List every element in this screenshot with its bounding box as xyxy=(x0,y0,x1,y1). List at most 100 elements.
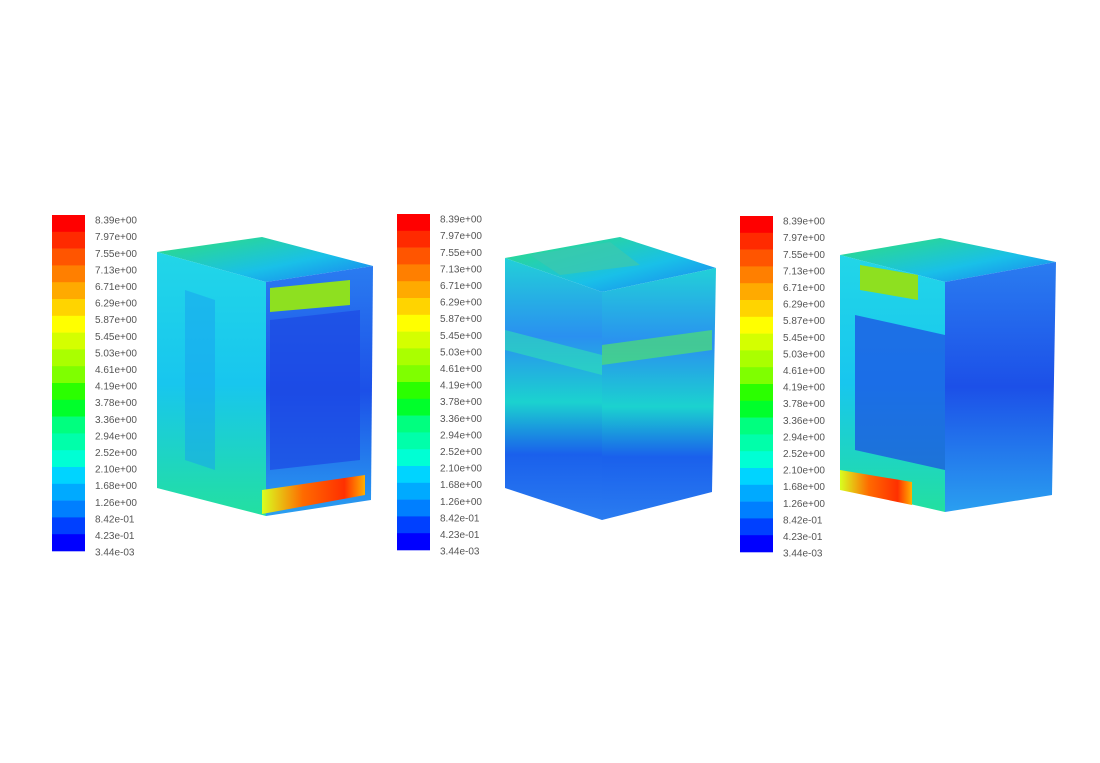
colorbar-band xyxy=(397,247,430,265)
colorbar-label: 4.23e-01 xyxy=(95,531,135,542)
colorbar-label: 4.19e+00 xyxy=(783,383,825,394)
colorbar-label: 1.68e+00 xyxy=(783,482,825,493)
colorbar-label: 7.97e+00 xyxy=(783,233,825,244)
colorbar-label: 3.44e-03 xyxy=(95,548,135,559)
colorbar-label: 3.44e-03 xyxy=(440,547,480,558)
colorbar-label: 3.36e+00 xyxy=(95,415,137,426)
colorbar-label: 5.87e+00 xyxy=(440,314,482,325)
colorbar-label: 1.68e+00 xyxy=(440,480,482,491)
colorbar-label: 3.78e+00 xyxy=(783,399,825,410)
colorbar-band xyxy=(740,484,773,502)
colorbar-band xyxy=(740,400,773,418)
colorbar-label: 2.10e+00 xyxy=(440,464,482,475)
colorbar-label: 6.71e+00 xyxy=(95,282,137,293)
colorbar-label: 7.13e+00 xyxy=(783,266,825,277)
colorbar-band xyxy=(397,432,430,450)
colorbar-band xyxy=(740,249,773,267)
colorbar-label: 4.19e+00 xyxy=(440,381,482,392)
colorbar-band xyxy=(740,300,773,318)
colorbar-band xyxy=(52,332,85,350)
colorbar-band xyxy=(397,466,430,484)
colorbar-label: 6.29e+00 xyxy=(95,299,137,310)
colorbar-band xyxy=(52,416,85,434)
colorbar-band xyxy=(52,231,85,249)
colorbar-band xyxy=(740,468,773,486)
colorbar-label: 8.42e-01 xyxy=(95,514,135,525)
colorbar-band xyxy=(397,382,430,400)
colorbar-label: 7.55e+00 xyxy=(95,249,137,260)
colorbar-band xyxy=(397,398,430,416)
colorbar-band xyxy=(397,533,430,551)
colorbar-band xyxy=(740,518,773,536)
colorbar-band xyxy=(740,232,773,250)
colorbar-label: 2.52e+00 xyxy=(440,447,482,458)
colorbar-band xyxy=(52,282,85,300)
colorbar-band xyxy=(52,399,85,417)
colorbar-label: 5.03e+00 xyxy=(95,348,137,359)
colorbar-label: 5.87e+00 xyxy=(783,316,825,327)
colorbar-band xyxy=(52,433,85,451)
colorbar-label: 6.29e+00 xyxy=(783,300,825,311)
colorbar-label: 1.26e+00 xyxy=(783,499,825,510)
colorbar-label: 1.26e+00 xyxy=(440,497,482,508)
colorbar-label: 7.55e+00 xyxy=(440,248,482,259)
colorbar-band xyxy=(740,417,773,435)
colorbar-label: 4.23e-01 xyxy=(440,530,480,541)
colorbar-label: 6.71e+00 xyxy=(783,283,825,294)
colorbar-band xyxy=(397,516,430,534)
colorbar-label: 8.42e-01 xyxy=(783,515,823,526)
colorbar-band xyxy=(397,415,430,433)
colorbar-band xyxy=(397,449,430,467)
colorbar-band xyxy=(52,265,85,283)
colorbar-band xyxy=(397,365,430,383)
colorbar-band xyxy=(740,216,773,234)
colorbar-band xyxy=(397,331,430,349)
colorbar-label: 2.52e+00 xyxy=(783,449,825,460)
colorbar-label: 5.87e+00 xyxy=(95,315,137,326)
colorbar-label: 7.97e+00 xyxy=(440,231,482,242)
colorbar-label: 2.10e+00 xyxy=(783,466,825,477)
colorbar-band xyxy=(397,298,430,316)
model-1 xyxy=(157,237,373,516)
colorbar-label: 4.19e+00 xyxy=(95,382,137,393)
colorbar-band xyxy=(397,230,430,248)
colorbar-label: 4.61e+00 xyxy=(95,365,137,376)
colorbar-band xyxy=(397,499,430,517)
colorbar-band xyxy=(52,349,85,367)
colorbar-band xyxy=(52,467,85,485)
colorbar-band xyxy=(52,366,85,384)
model-3 xyxy=(840,238,1056,512)
colorbar-label: 2.94e+00 xyxy=(783,432,825,443)
colorbar-label: 3.78e+00 xyxy=(95,398,137,409)
colorbar-band xyxy=(52,534,85,552)
colorbar-band xyxy=(52,500,85,518)
colorbar-band xyxy=(740,266,773,284)
colorbar-band xyxy=(740,501,773,519)
colorbar-label: 1.68e+00 xyxy=(95,481,137,492)
colorbar-band xyxy=(52,517,85,535)
colorbar-band xyxy=(740,333,773,351)
colorbar-label: 7.55e+00 xyxy=(783,250,825,261)
colorbar-label: 8.39e+00 xyxy=(95,216,137,227)
colorbar-band xyxy=(740,350,773,368)
colorbar-label: 8.39e+00 xyxy=(783,217,825,228)
colorbar-label: 4.61e+00 xyxy=(783,366,825,377)
colorbar-label: 7.13e+00 xyxy=(95,265,137,276)
colorbar-band xyxy=(397,281,430,299)
colorbar-label: 1.26e+00 xyxy=(95,498,137,509)
colorbar-band xyxy=(740,384,773,402)
colorbar-band xyxy=(740,367,773,385)
colorbar-band xyxy=(52,315,85,333)
colorbar-label: 6.71e+00 xyxy=(440,281,482,292)
colorbar-band xyxy=(397,314,430,332)
colorbar-label: 2.94e+00 xyxy=(95,431,137,442)
colorbar-band xyxy=(52,215,85,233)
colorbar-label: 3.36e+00 xyxy=(783,416,825,427)
colorbar-label: 8.39e+00 xyxy=(440,215,482,226)
colorbar-label: 5.45e+00 xyxy=(440,331,482,342)
colorbar-label: 3.78e+00 xyxy=(440,397,482,408)
colorbar-label: 2.94e+00 xyxy=(440,430,482,441)
colorbar-label: 2.52e+00 xyxy=(95,448,137,459)
colorbar-band xyxy=(397,348,430,366)
